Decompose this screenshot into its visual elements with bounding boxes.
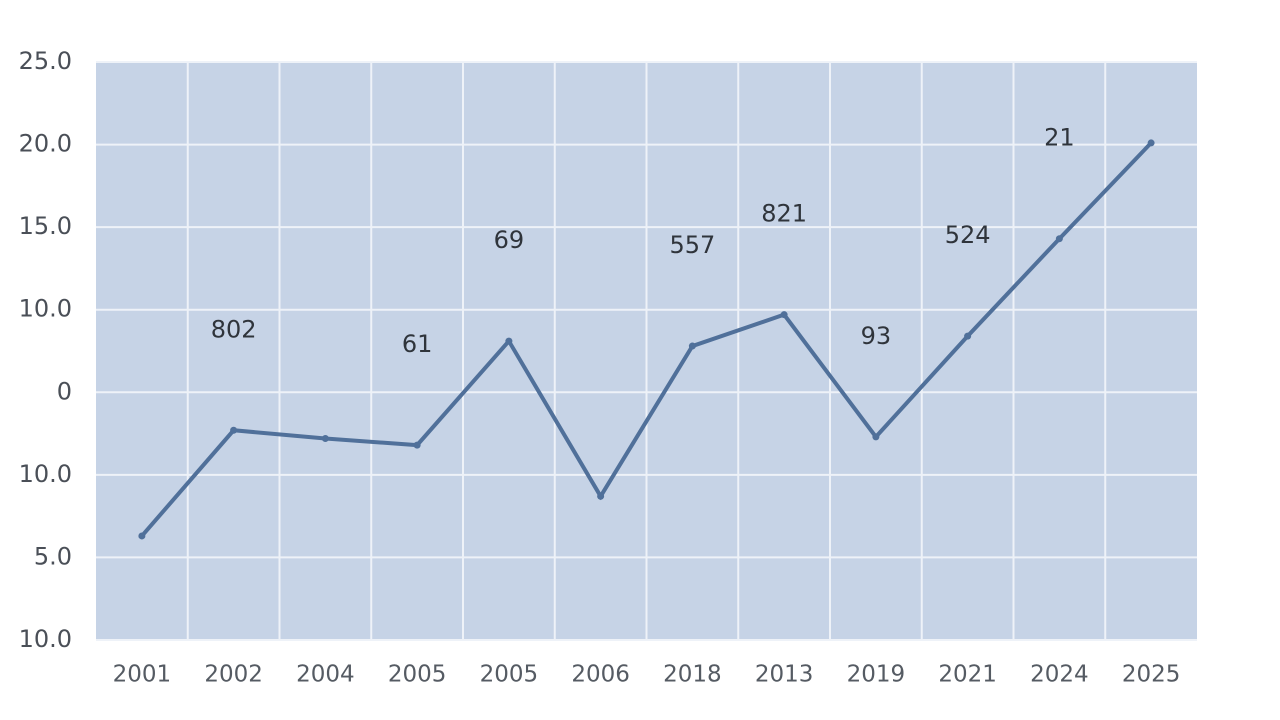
point: [1147, 139, 1155, 147]
point: [413, 441, 421, 449]
point: [780, 311, 788, 319]
point: [688, 342, 696, 350]
y-tick-label: 5.0: [34, 542, 72, 570]
y-tick-label: 10.0: [19, 625, 72, 653]
line-series: [139, 140, 1154, 538]
point: [597, 492, 605, 500]
x-tick-label: 2001: [113, 662, 172, 688]
point-label: 61: [402, 330, 433, 358]
y-tick-label: 25.0: [19, 47, 72, 75]
point: [138, 532, 146, 540]
x-tick-label: 2025: [1122, 662, 1181, 688]
x-tick-label: 2005: [388, 662, 447, 688]
point: [872, 433, 880, 441]
point: [321, 435, 329, 443]
point: [1055, 235, 1063, 243]
x-tick-label: 2024: [1030, 662, 1089, 688]
y-tick-label: 0: [57, 377, 72, 405]
point: [230, 426, 238, 434]
point-label: 557: [669, 231, 715, 259]
point-label: 821: [761, 200, 807, 228]
x-tick-label: 2006: [571, 662, 630, 688]
y-tick-label: 10.0: [19, 460, 72, 488]
y-tick-label: 15.0: [19, 212, 72, 240]
x-tick-label: 2005: [480, 662, 539, 688]
point: [505, 337, 513, 345]
point-label: 524: [945, 221, 991, 249]
point-label: 93: [861, 322, 892, 350]
x-tick-label: 2002: [204, 662, 263, 688]
point-label: 802: [211, 315, 257, 343]
y-tick-label: 10.0: [19, 295, 72, 323]
point-label: 21: [1044, 124, 1075, 152]
x-tick-label: 2018: [663, 662, 722, 688]
point-label: 69: [494, 226, 525, 254]
x-tick-label: 2019: [847, 662, 906, 688]
x-tick-label: 2021: [938, 662, 997, 688]
x-tick-label: 2013: [755, 662, 814, 688]
point: [964, 332, 972, 340]
x-tick-label: 2004: [296, 662, 355, 688]
y-tick-label: 20.0: [19, 130, 72, 158]
